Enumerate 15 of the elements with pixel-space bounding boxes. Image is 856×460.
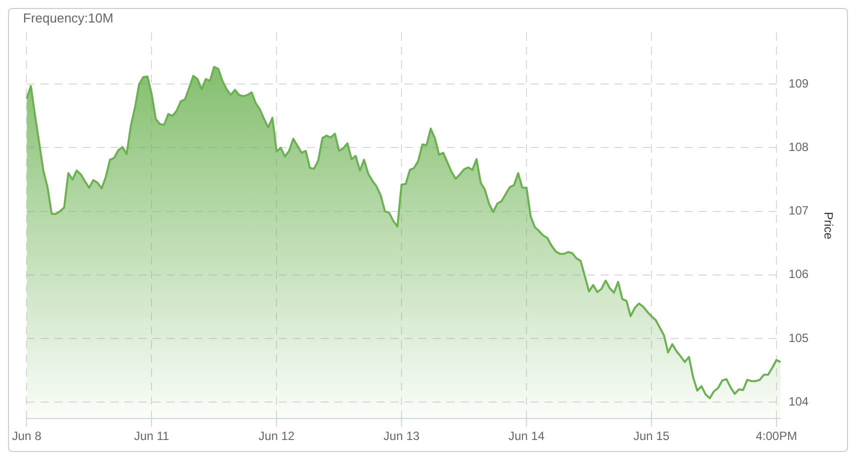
x-tick-label: Jun 15	[633, 429, 670, 444]
x-tick-label: Jun 13	[384, 429, 420, 444]
y-tick-label: 106	[788, 267, 809, 282]
y-tick-label: 105	[788, 330, 809, 345]
x-tick-label: Jun 12	[258, 429, 295, 444]
x-tick-label: Jun 14	[508, 429, 545, 444]
x-tick-label: 4:00PM	[756, 429, 798, 444]
x-tick-label: Jun 11	[134, 429, 170, 444]
x-tick-label: Jun 8	[12, 429, 42, 444]
chart-title: Frequency:10M	[23, 10, 114, 26]
y-tick-label: 104	[788, 394, 809, 408]
y-tick-label: 108	[788, 140, 809, 154]
y-tick-label: 107	[788, 204, 809, 218]
y-axis-title: Price	[821, 212, 836, 240]
y-tick-label: 109	[788, 76, 809, 90]
